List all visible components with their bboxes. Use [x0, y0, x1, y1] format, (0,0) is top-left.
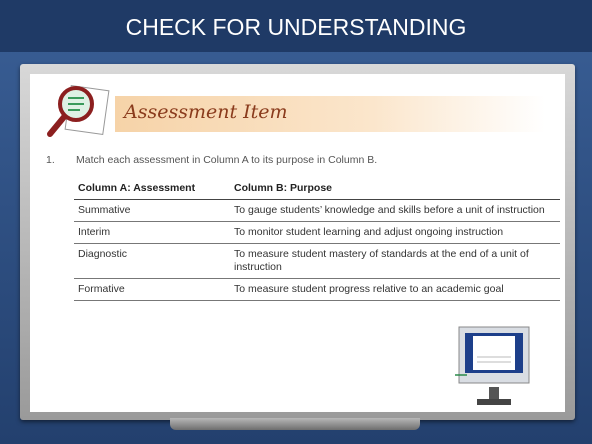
- table-body: Summative To gauge students’ knowledge an…: [74, 199, 560, 301]
- question-text: Match each assessment in Column A to its…: [76, 154, 378, 166]
- table-row: Formative To measure student progress rel…: [74, 278, 560, 301]
- column-header: Column B: Purpose: [230, 178, 560, 200]
- monitor-icon: [455, 326, 530, 405]
- assessment-cell: Diagnostic: [74, 243, 230, 279]
- assessment-cell: Interim: [74, 221, 230, 244]
- section-title: Assessment Item: [124, 101, 288, 123]
- table-row: Diagnostic To measure student mastery of …: [74, 243, 560, 279]
- table-row: Summative To gauge students’ knowledge an…: [74, 199, 560, 222]
- purpose-cell: To monitor student learning and adjust o…: [230, 221, 560, 244]
- purpose-cell: To gauge students’ knowledge and skills …: [230, 199, 560, 222]
- table-row: Interim To monitor student learning and a…: [74, 221, 560, 244]
- purpose-cell: To measure student mastery of standards …: [230, 243, 560, 279]
- magnifier-icon: [47, 85, 110, 137]
- column-header: Column A: Assessment: [74, 178, 230, 200]
- question-number: 1.: [46, 154, 55, 166]
- assessment-table: Column A: Assessment Column B: Purpose S…: [74, 178, 560, 301]
- header-row: Column A: Assessment Column B: Purpose: [74, 178, 560, 200]
- marker-tray: [170, 418, 420, 430]
- assessment-cell: Formative: [74, 278, 230, 301]
- slide-title: CHECK FOR UNDERSTANDING: [0, 0, 592, 52]
- assessment-cell: Summative: [74, 199, 230, 222]
- section-banner: [115, 96, 545, 132]
- purpose-cell: To measure student progress relative to …: [230, 278, 560, 301]
